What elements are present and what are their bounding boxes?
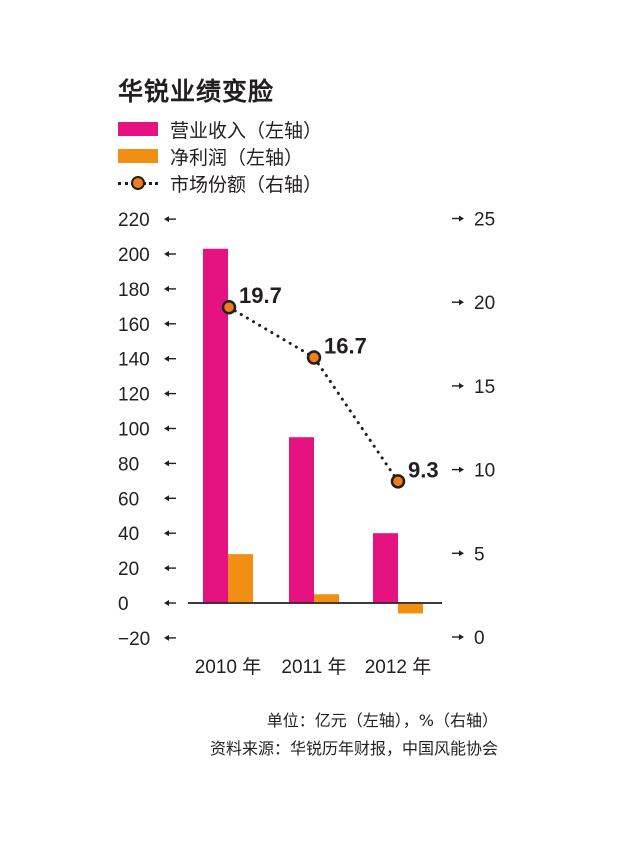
left-tick-arrow [164,390,169,397]
left-tick-label: 40 [118,524,139,545]
market-share-data-label: 19.7 [239,283,282,308]
left-tick-arrow [164,600,169,606]
left-tick-label: 120 [118,385,150,406]
left-tick-label: 0 [118,594,129,615]
source-note: 资料来源：华锐历年财报，中国风能协会 [209,739,498,758]
legend-item-market-share: 市场份额（右轴） [118,170,322,196]
left-tick-arrow [164,251,169,257]
category-label: 2010 年 [195,656,262,678]
legend-swatch-net-profit [118,149,158,163]
right-tick-arrow [459,382,464,389]
right-tick-label: 15 [474,377,495,398]
legend-item-net-profit: 净利润（左轴） [118,143,303,169]
right-tick-arrow [459,299,464,306]
left-tick-arrow [164,495,169,502]
left-tick-label: 80 [118,454,139,475]
revenue-bar [289,437,314,603]
left-tick-arrow [164,355,169,362]
left-tick-label: 180 [118,280,150,301]
right-tick-label: 5 [474,544,485,565]
left-tick-label: 140 [118,350,150,371]
left-tick-label: 100 [118,420,150,441]
left-tick-arrow [164,425,169,432]
category-label: 2012 年 [365,656,432,678]
chart-plot: 220200180160140120100806040200−202520151… [118,210,495,679]
left-tick-label: 160 [118,315,150,336]
right-tick-arrow [459,215,464,222]
right-tick-label: 20 [474,293,495,314]
right-tick-label: 10 [474,461,495,482]
market-share-point [221,299,237,315]
legend-label-market-share: 市场份额（右轴） [170,173,323,196]
left-tick-arrow [164,634,169,641]
right-tick-arrow [459,550,464,557]
left-tick-arrow [164,565,169,572]
left-tick-label: 200 [118,245,150,266]
legend-line-market-share [118,176,158,190]
right-tick-label: 0 [474,628,485,649]
left-tick-label: 20 [118,559,139,580]
legend-item-revenue: 营业收入（左轴） [118,116,322,142]
left-tick-label: −20 [118,629,150,650]
legend-label-net-profit: 净利润（左轴） [170,146,304,169]
market-share-point [390,474,406,489]
left-tick-label: 220 [118,210,150,231]
legend-swatch-revenue [118,122,158,136]
market-share-data-label: 9.3 [408,457,439,482]
legend-label-revenue: 营业收入（左轴） [170,119,323,142]
left-tick-arrow [164,285,169,292]
left-tick-arrow [164,216,169,223]
left-tick-arrow [164,460,169,467]
net-profit-bar [398,603,423,614]
market-share-data-label: 16.7 [324,333,367,358]
right-tick-arrow [459,466,464,473]
chart-title: 华锐业绩变脸 [118,77,275,106]
left-tick-arrow [164,320,169,327]
net-profit-bar [228,554,253,603]
left-tick-arrow [164,530,169,537]
revenue-bar [373,533,398,603]
net-profit-bar [314,594,339,603]
right-tick-label: 25 [474,210,495,231]
left-tick-label: 60 [118,489,139,510]
right-tick-arrow [459,634,464,640]
market-share-point [306,350,322,365]
unit-note: 单位：亿元（左轴），%（右轴） [266,711,498,730]
category-label: 2011 年 [281,656,346,678]
